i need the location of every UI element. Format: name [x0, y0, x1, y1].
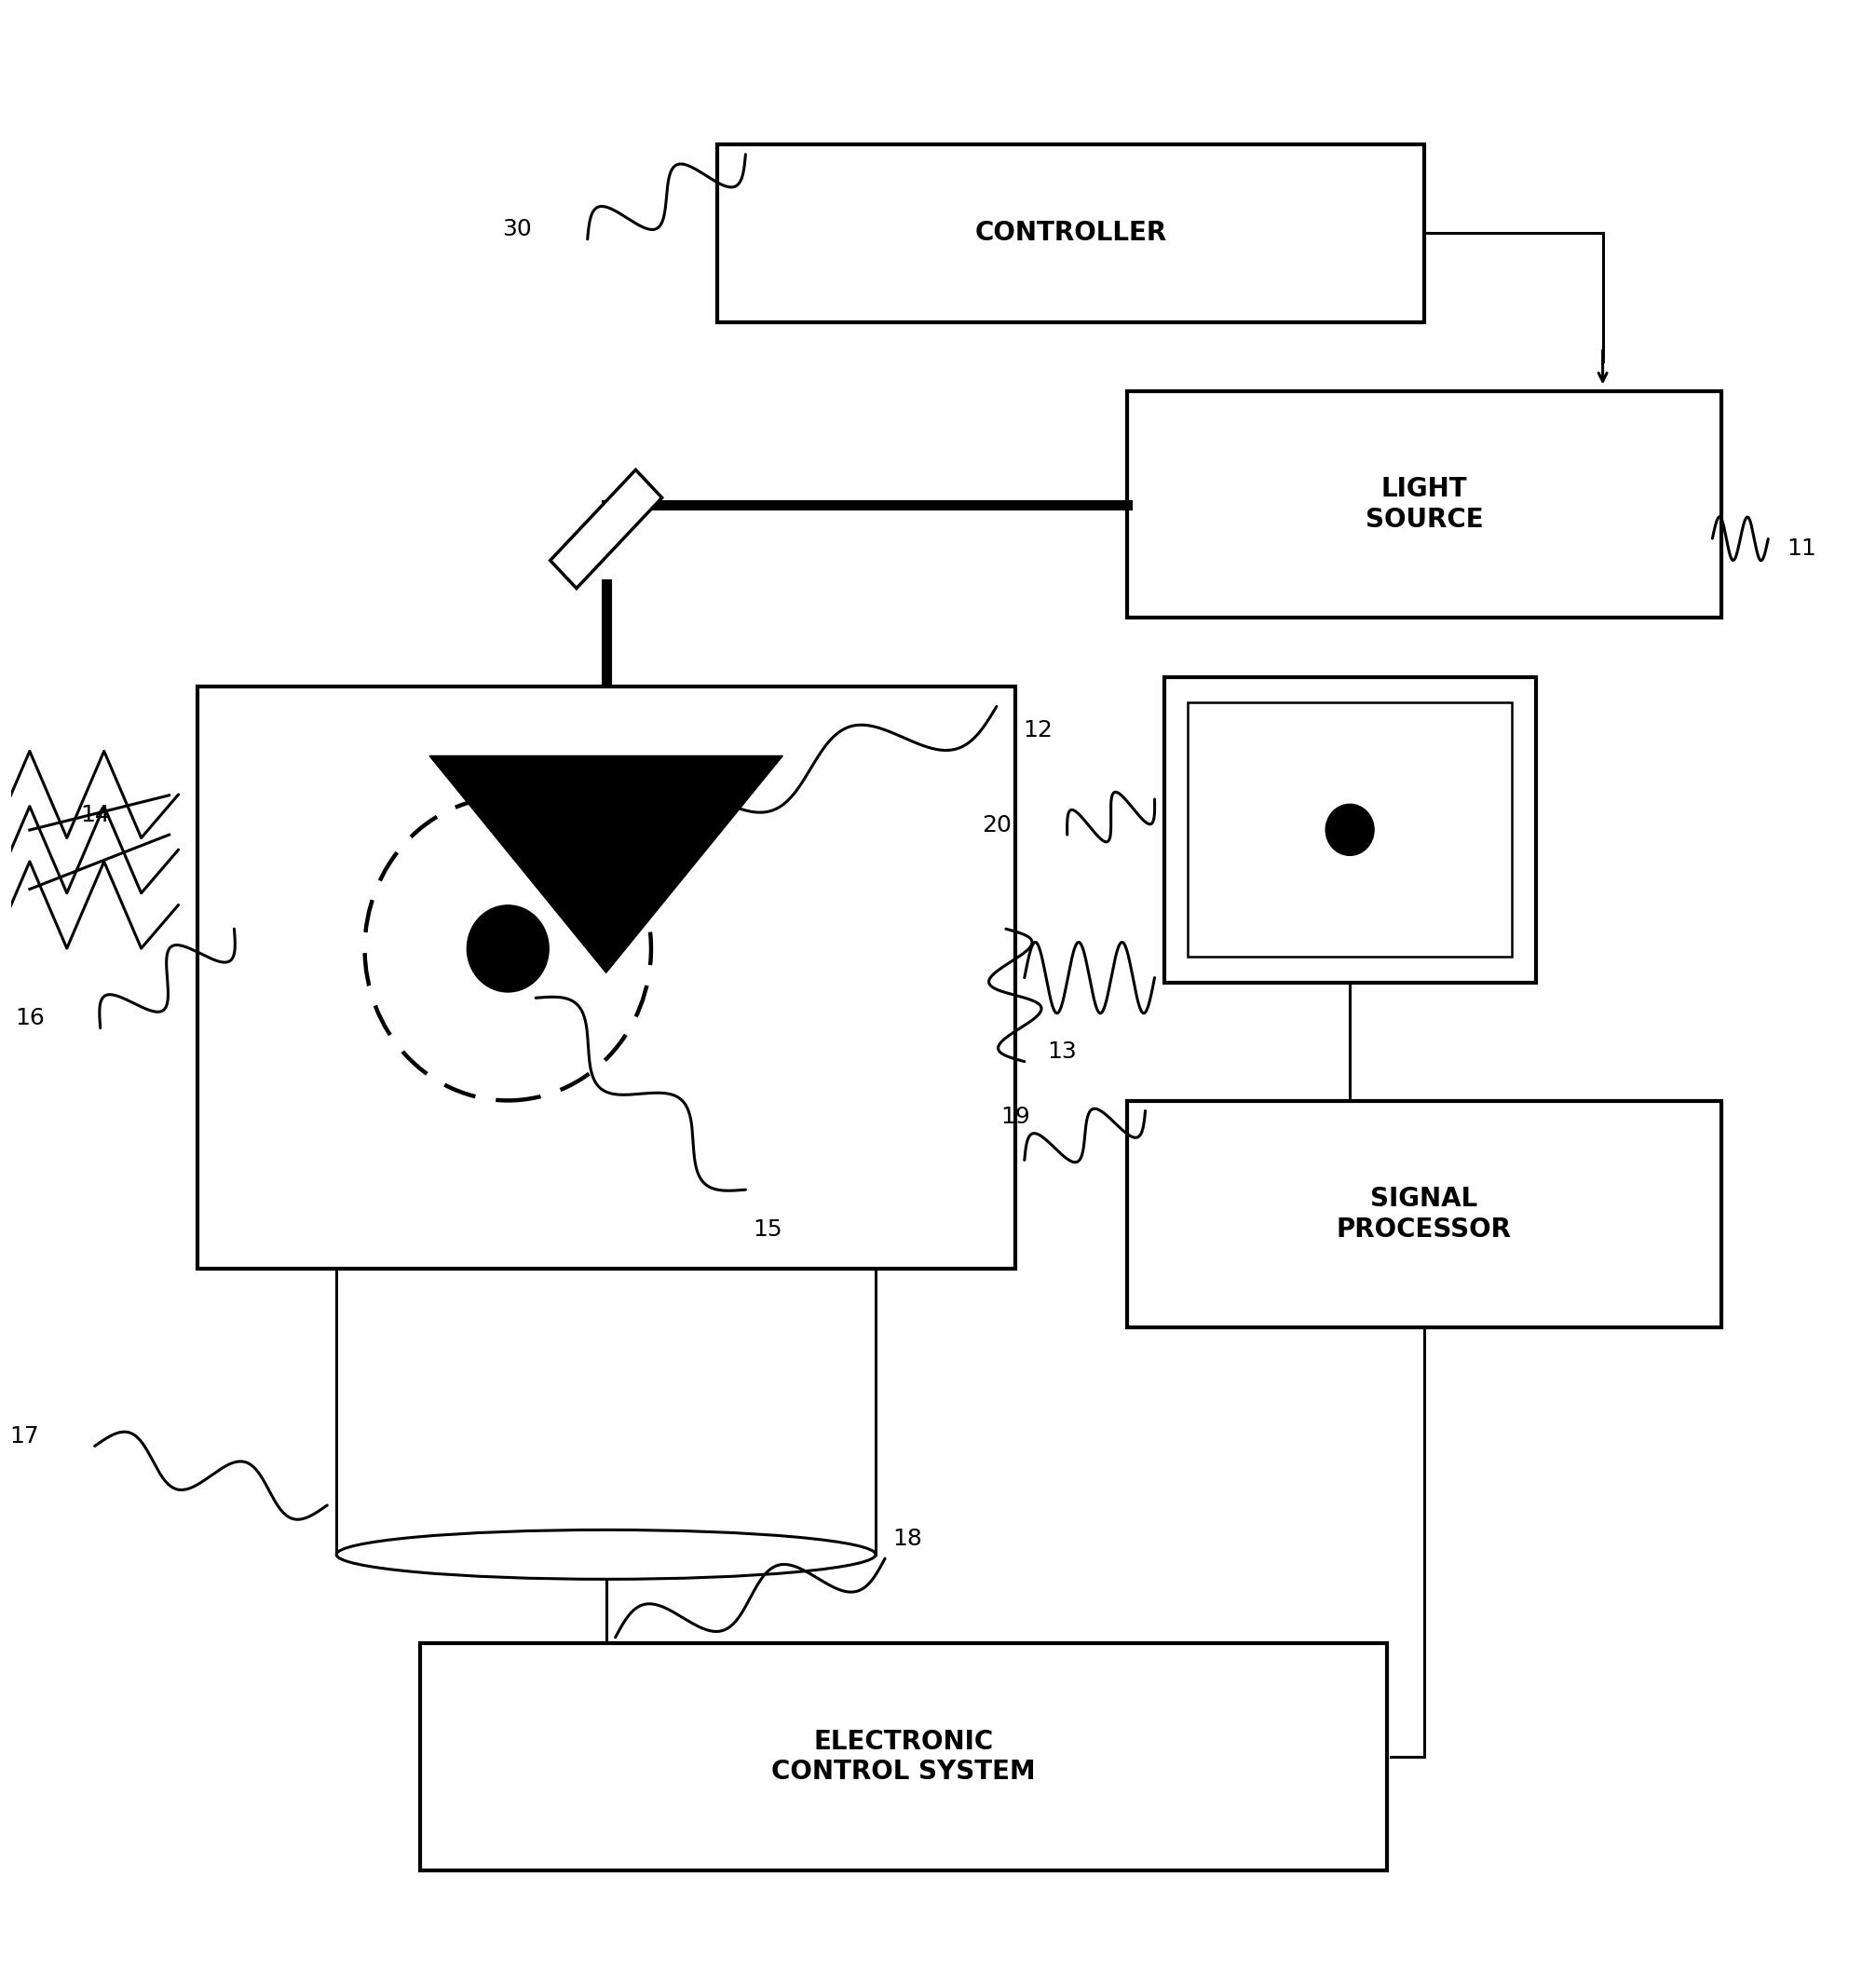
Text: 17: 17	[9, 1425, 39, 1447]
Text: 11: 11	[1786, 538, 1816, 560]
Bar	[1126, 1102, 1720, 1328]
Polygon shape	[550, 470, 662, 588]
Bar	[197, 687, 1015, 1268]
Bar	[717, 145, 1424, 322]
Text: 16: 16	[15, 1006, 45, 1030]
Bar	[1126, 391, 1720, 617]
Bar	[1163, 677, 1535, 983]
Circle shape	[1324, 804, 1373, 856]
Text: 19: 19	[1000, 1106, 1030, 1127]
Circle shape	[467, 905, 548, 992]
Bar	[538, 693, 673, 752]
Bar	[420, 1644, 1386, 1870]
Text: CONTROLLER: CONTROLLER	[974, 220, 1167, 246]
Text: 13: 13	[1047, 1040, 1075, 1062]
Text: 20: 20	[981, 814, 1011, 836]
Text: 18: 18	[891, 1528, 921, 1550]
Polygon shape	[430, 756, 782, 973]
Bar	[1188, 703, 1510, 957]
Text: 15: 15	[752, 1219, 782, 1241]
Text: SIGNAL
PROCESSOR: SIGNAL PROCESSOR	[1336, 1187, 1510, 1243]
Text: 14: 14	[81, 804, 109, 826]
Text: ELECTRONIC
CONTROL SYSTEM: ELECTRONIC CONTROL SYSTEM	[771, 1729, 1036, 1785]
Text: 12: 12	[1022, 719, 1052, 740]
Text: LIGHT
SOURCE: LIGHT SOURCE	[1364, 476, 1482, 532]
Text: 30: 30	[501, 218, 531, 240]
